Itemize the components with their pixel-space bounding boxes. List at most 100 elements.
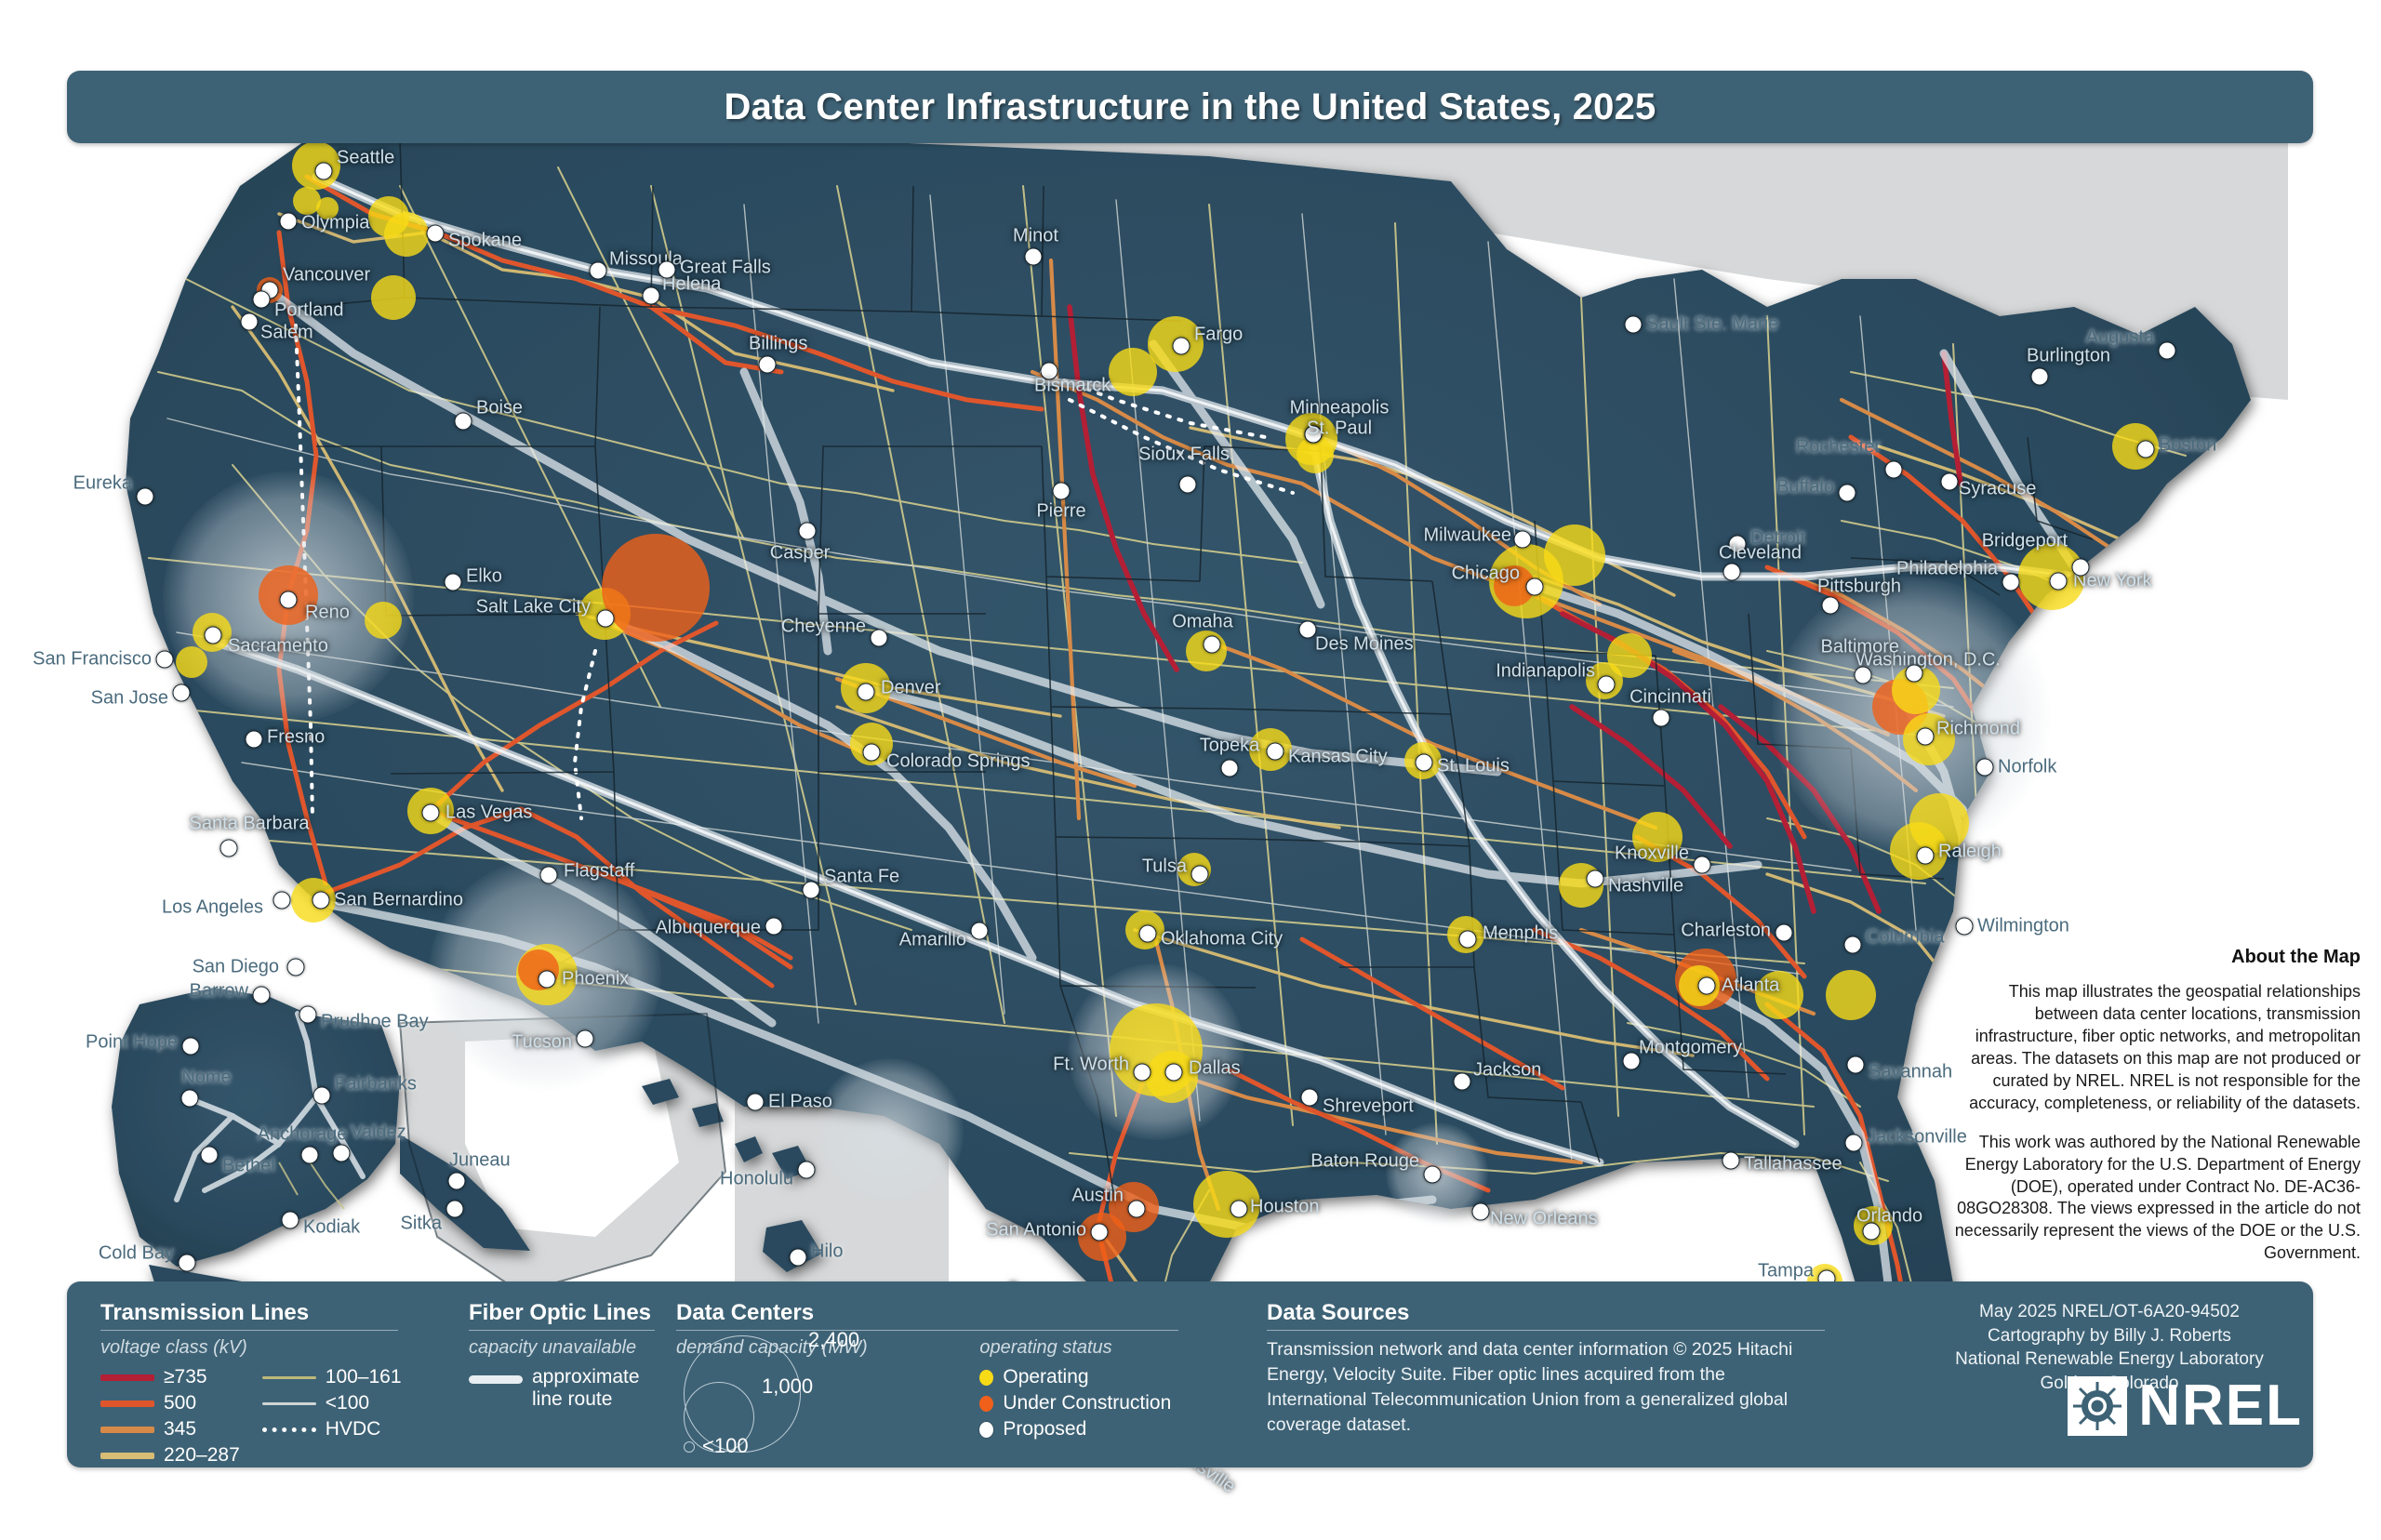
legend-datacenters-heading: Data Centers — [676, 1300, 1178, 1331]
city-dot-icon — [1652, 709, 1670, 727]
city-dot-icon — [1040, 362, 1058, 380]
city-dot-icon — [1884, 460, 1903, 479]
city-label: Bismarck — [1034, 375, 1111, 396]
voltage-label: HVDC — [325, 1418, 381, 1440]
city-label: Salt Lake City — [475, 596, 591, 617]
city-dot-icon — [857, 683, 875, 701]
city-dot-icon — [299, 1005, 317, 1024]
city-label: Minneapolis — [1289, 397, 1390, 418]
city-label: Eureka — [73, 472, 132, 494]
city-label: Vancouver — [283, 264, 371, 285]
city-label: Santa Barbara — [189, 813, 310, 834]
city-dot-icon — [286, 958, 305, 976]
city-dot-icon — [758, 355, 777, 374]
city-label: San Jose — [90, 687, 168, 709]
city-label: Sioux Falls — [1138, 444, 1230, 465]
city-label: Anchorage — [257, 1123, 348, 1145]
legend-voltage-row: ≥735 — [100, 1366, 240, 1388]
city-label: Memphis — [1483, 923, 1559, 944]
alaska-network — [174, 1011, 366, 1210]
city-dot-icon — [314, 162, 333, 180]
voltage-swatch-2 — [261, 1427, 316, 1432]
about-paragraph-2: This work was authored by the National R… — [1954, 1132, 2361, 1263]
city-dot-icon — [313, 1086, 331, 1105]
city-dot-icon — [2002, 573, 2020, 591]
city-label: San Antonio — [986, 1219, 1086, 1241]
city-dot-icon — [1203, 635, 1221, 654]
city-label: Raleigh — [1938, 841, 2002, 862]
city-label: Bethel — [222, 1155, 275, 1176]
city-label: Chicago — [1451, 563, 1520, 584]
city-dot-icon — [1905, 664, 1923, 683]
city-dot-icon — [1458, 930, 1477, 949]
city-label: Olympia — [301, 212, 370, 233]
city-label: Sault Ste. Marie — [1646, 313, 1779, 335]
city-label: Cold Bay — [98, 1242, 174, 1264]
city-dot-icon — [1090, 1223, 1109, 1241]
status-dot-icon — [979, 1369, 994, 1386]
city-label: Richmond — [1936, 718, 2021, 739]
size-bubble-label-1: 1,000 — [762, 1374, 814, 1398]
city-dot-icon — [454, 412, 472, 431]
voltage-label: 220–287 — [164, 1444, 240, 1466]
city-dot-icon — [538, 970, 556, 989]
city-label: San Diego — [192, 956, 279, 977]
city-dot-icon — [1846, 1055, 1865, 1074]
city-dot-icon — [273, 891, 291, 909]
city-label: Spokane — [448, 230, 522, 251]
city-label: Cleveland — [1719, 542, 1802, 564]
legend-transmission-heading: Transmission Lines — [100, 1300, 398, 1331]
city-dot-icon — [1164, 1063, 1183, 1082]
city-label: Savannah — [1869, 1061, 1953, 1082]
city-label: New York — [2073, 570, 2152, 591]
city-dot-icon — [1955, 917, 1974, 936]
city-dot-icon — [1453, 1072, 1471, 1091]
city-dot-icon — [1916, 727, 1935, 746]
city-dot-icon — [312, 891, 330, 909]
city-dot-icon — [1624, 315, 1643, 334]
credit-line-2: Cartography by Billy J. Roberts — [1988, 1325, 2231, 1346]
legend-voltage-row: HVDC — [261, 1418, 402, 1440]
legend-voltage-row: 100–161 — [261, 1366, 402, 1388]
city-label: Barrow — [189, 980, 248, 1002]
city-dot-icon — [746, 1093, 765, 1111]
legend-transmission-subhead: voltage class (kV) — [100, 1337, 247, 1358]
city-label: San Francisco — [33, 648, 152, 670]
nrel-logo: NREL — [2068, 1376, 2303, 1436]
city-dot-icon — [1298, 620, 1317, 639]
city-dot-icon — [446, 1200, 464, 1218]
city-dot-icon — [1722, 1151, 1740, 1170]
city-label: Columbia — [1866, 926, 1945, 948]
city-dot-icon — [576, 1029, 594, 1048]
city-label: Topeka — [1199, 735, 1260, 756]
city-dot-icon — [862, 743, 881, 762]
city-dot-icon — [1138, 924, 1157, 943]
legend-voltage-row: 345 — [100, 1418, 240, 1440]
status-row-2: Proposed — [979, 1418, 1197, 1440]
city-label: Fresno — [267, 726, 326, 748]
data-sources-heading: Data Sources — [1267, 1300, 1825, 1331]
city-dot-icon — [1178, 475, 1197, 494]
city-dot-icon — [1220, 759, 1239, 777]
city-label: Des Moines — [1315, 633, 1414, 655]
city-label: Oklahoma City — [1161, 928, 1284, 949]
city-label: Jackson — [1473, 1059, 1542, 1081]
legend-status-subhead: operating status — [979, 1337, 1112, 1358]
city-label: St. Paul — [1306, 418, 1373, 439]
city-label: Sacramento — [228, 635, 328, 657]
city-label: Helena — [662, 273, 722, 295]
city-dot-icon — [2049, 572, 2068, 591]
metro-glow-3 — [1068, 963, 1244, 1140]
city-label: Austin — [1071, 1185, 1124, 1206]
hawaii-inset — [642, 1079, 822, 1272]
city-label: Burlington — [2027, 345, 2111, 366]
city-dot-icon — [2071, 558, 2090, 577]
city-dot-icon — [1513, 530, 1532, 549]
voltage-swatch-2 — [100, 1426, 154, 1433]
city-dot-icon — [252, 986, 271, 1004]
city-dot-icon — [2030, 367, 2049, 386]
city-label: Minot — [1013, 225, 1058, 246]
credit-line-1: May 2025 NREL/OT-6A20-94502 — [1979, 1302, 2240, 1321]
city-dot-icon — [281, 1211, 299, 1229]
city-dot-icon — [1975, 758, 1994, 777]
